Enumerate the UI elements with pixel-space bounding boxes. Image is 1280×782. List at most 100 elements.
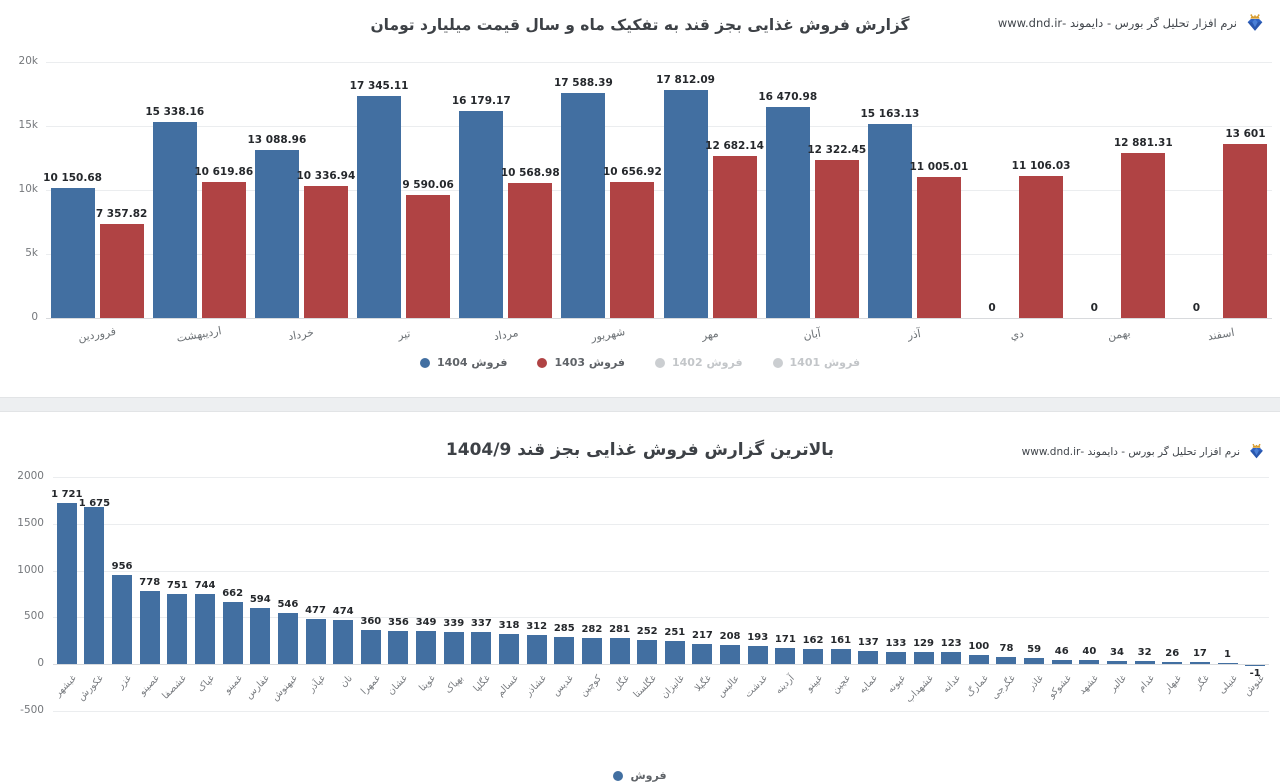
gridline [46, 126, 1272, 127]
bar[interactable] [720, 644, 741, 664]
bar[interactable] [99, 223, 144, 318]
bar[interactable] [201, 182, 246, 318]
bar[interactable] [1245, 665, 1266, 666]
bar[interactable] [581, 637, 602, 664]
bar[interactable] [1019, 175, 1064, 318]
bar-value-label: 312 [526, 620, 548, 632]
legend-item-sales-1401[interactable]: فروش 1401 [772, 356, 860, 369]
bar[interactable] [56, 503, 77, 664]
bar-value-label: 778 [139, 577, 161, 589]
bar-value-label: 1 [1224, 649, 1232, 660]
bar[interactable] [830, 648, 851, 664]
bar[interactable] [968, 654, 989, 664]
bar[interactable] [333, 619, 354, 664]
bar[interactable] [1079, 660, 1100, 664]
bar[interactable] [747, 645, 768, 664]
bar-value-label: 477 [305, 605, 326, 617]
bar-value-label: 0 [988, 302, 996, 314]
legend-item-sales-1404[interactable]: فروش 1404 [419, 356, 507, 369]
bar[interactable] [1051, 659, 1072, 664]
bar[interactable] [867, 123, 912, 318]
bar[interactable] [526, 634, 547, 664]
bar[interactable] [508, 182, 553, 318]
gridline [46, 254, 1272, 255]
brand-text: نرم افزار تحلیل گر بورس - دایموند -www.d… [997, 16, 1237, 30]
bar[interactable] [1217, 663, 1238, 664]
bar-value-label: 318 [498, 620, 520, 632]
bar[interactable] [1107, 660, 1127, 664]
bar[interactable] [357, 95, 402, 318]
bar[interactable] [406, 195, 451, 318]
bar[interactable] [858, 651, 879, 664]
bar[interactable] [152, 121, 197, 318]
bar[interactable] [803, 648, 823, 664]
legend-label-sales: فروش [630, 769, 667, 782]
bar[interactable] [712, 155, 757, 318]
bar-value-label: 10 150.68 [43, 172, 102, 185]
bar[interactable] [360, 630, 381, 664]
bar[interactable] [775, 648, 796, 664]
bar[interactable] [637, 640, 658, 664]
bar-value-label: 13 088.96 [247, 134, 307, 147]
gridline [53, 710, 1269, 712]
bar[interactable] [664, 640, 685, 664]
bar[interactable] [916, 177, 961, 318]
bar[interactable] [610, 181, 655, 318]
bar[interactable] [1134, 661, 1155, 664]
gridline [46, 190, 1272, 191]
bar-value-label: 162 [802, 634, 824, 646]
bar[interactable] [1162, 661, 1183, 664]
bar-value-label: 17 588.39 [554, 76, 613, 89]
bar[interactable] [1024, 658, 1045, 664]
bar[interactable] [996, 656, 1017, 664]
bar-value-label: 17 345.11 [349, 79, 409, 92]
bar[interactable] [443, 632, 464, 664]
legend-item-sales-1403[interactable]: فروش 1403 [537, 356, 625, 369]
bar[interactable] [222, 602, 243, 664]
bar[interactable] [1189, 662, 1210, 664]
bar[interactable] [167, 593, 188, 664]
bar[interactable] [692, 643, 713, 664]
bar[interactable] [499, 634, 519, 664]
bar[interactable] [885, 651, 906, 664]
bar[interactable] [416, 631, 437, 664]
legend-item-sales[interactable]: فروش [613, 769, 667, 782]
bar[interactable] [84, 507, 105, 664]
bar[interactable] [941, 652, 962, 664]
bar-value-label: 34 [1110, 646, 1124, 658]
brand-header: نرم افزار تحلیل گر بورس - دایموند -www.d… [1022, 442, 1266, 461]
bar[interactable] [561, 92, 606, 318]
bar-value-label: 11 106.03 [1011, 159, 1071, 172]
bar[interactable] [814, 160, 859, 318]
bar[interactable] [663, 90, 708, 318]
bar[interactable] [254, 150, 299, 318]
bar[interactable] [1121, 153, 1166, 318]
x-axis-label: دي [1008, 326, 1025, 343]
bar[interactable] [1223, 143, 1268, 318]
bar[interactable] [303, 185, 348, 318]
gridline [53, 523, 1269, 525]
bar[interactable] [50, 188, 95, 318]
bar[interactable] [765, 107, 810, 318]
y-tick-label: 2000 [17, 470, 44, 482]
x-axis-label: مرداد [492, 325, 520, 344]
legend-dot-1403 [537, 357, 548, 368]
bar[interactable] [139, 591, 160, 664]
bar[interactable] [471, 632, 492, 664]
bar[interactable] [305, 619, 326, 664]
bar-value-label: 137 [857, 637, 879, 649]
bar[interactable] [195, 594, 215, 664]
bar[interactable] [913, 651, 934, 664]
bar-value-label: 78 [999, 642, 1014, 654]
bar[interactable] [554, 637, 575, 664]
legend-item-sales-1402[interactable]: فروش 1402 [655, 356, 743, 369]
bar[interactable] [250, 608, 271, 664]
bar-value-label: 12 881.31 [1113, 137, 1173, 150]
bar[interactable] [277, 612, 298, 664]
bar[interactable] [388, 630, 409, 664]
bar[interactable] [112, 574, 133, 664]
bar[interactable] [459, 110, 504, 318]
bar-value-label: 15 338.16 [145, 105, 205, 118]
x-axis-label: آذر [906, 326, 923, 343]
bar[interactable] [609, 637, 630, 664]
